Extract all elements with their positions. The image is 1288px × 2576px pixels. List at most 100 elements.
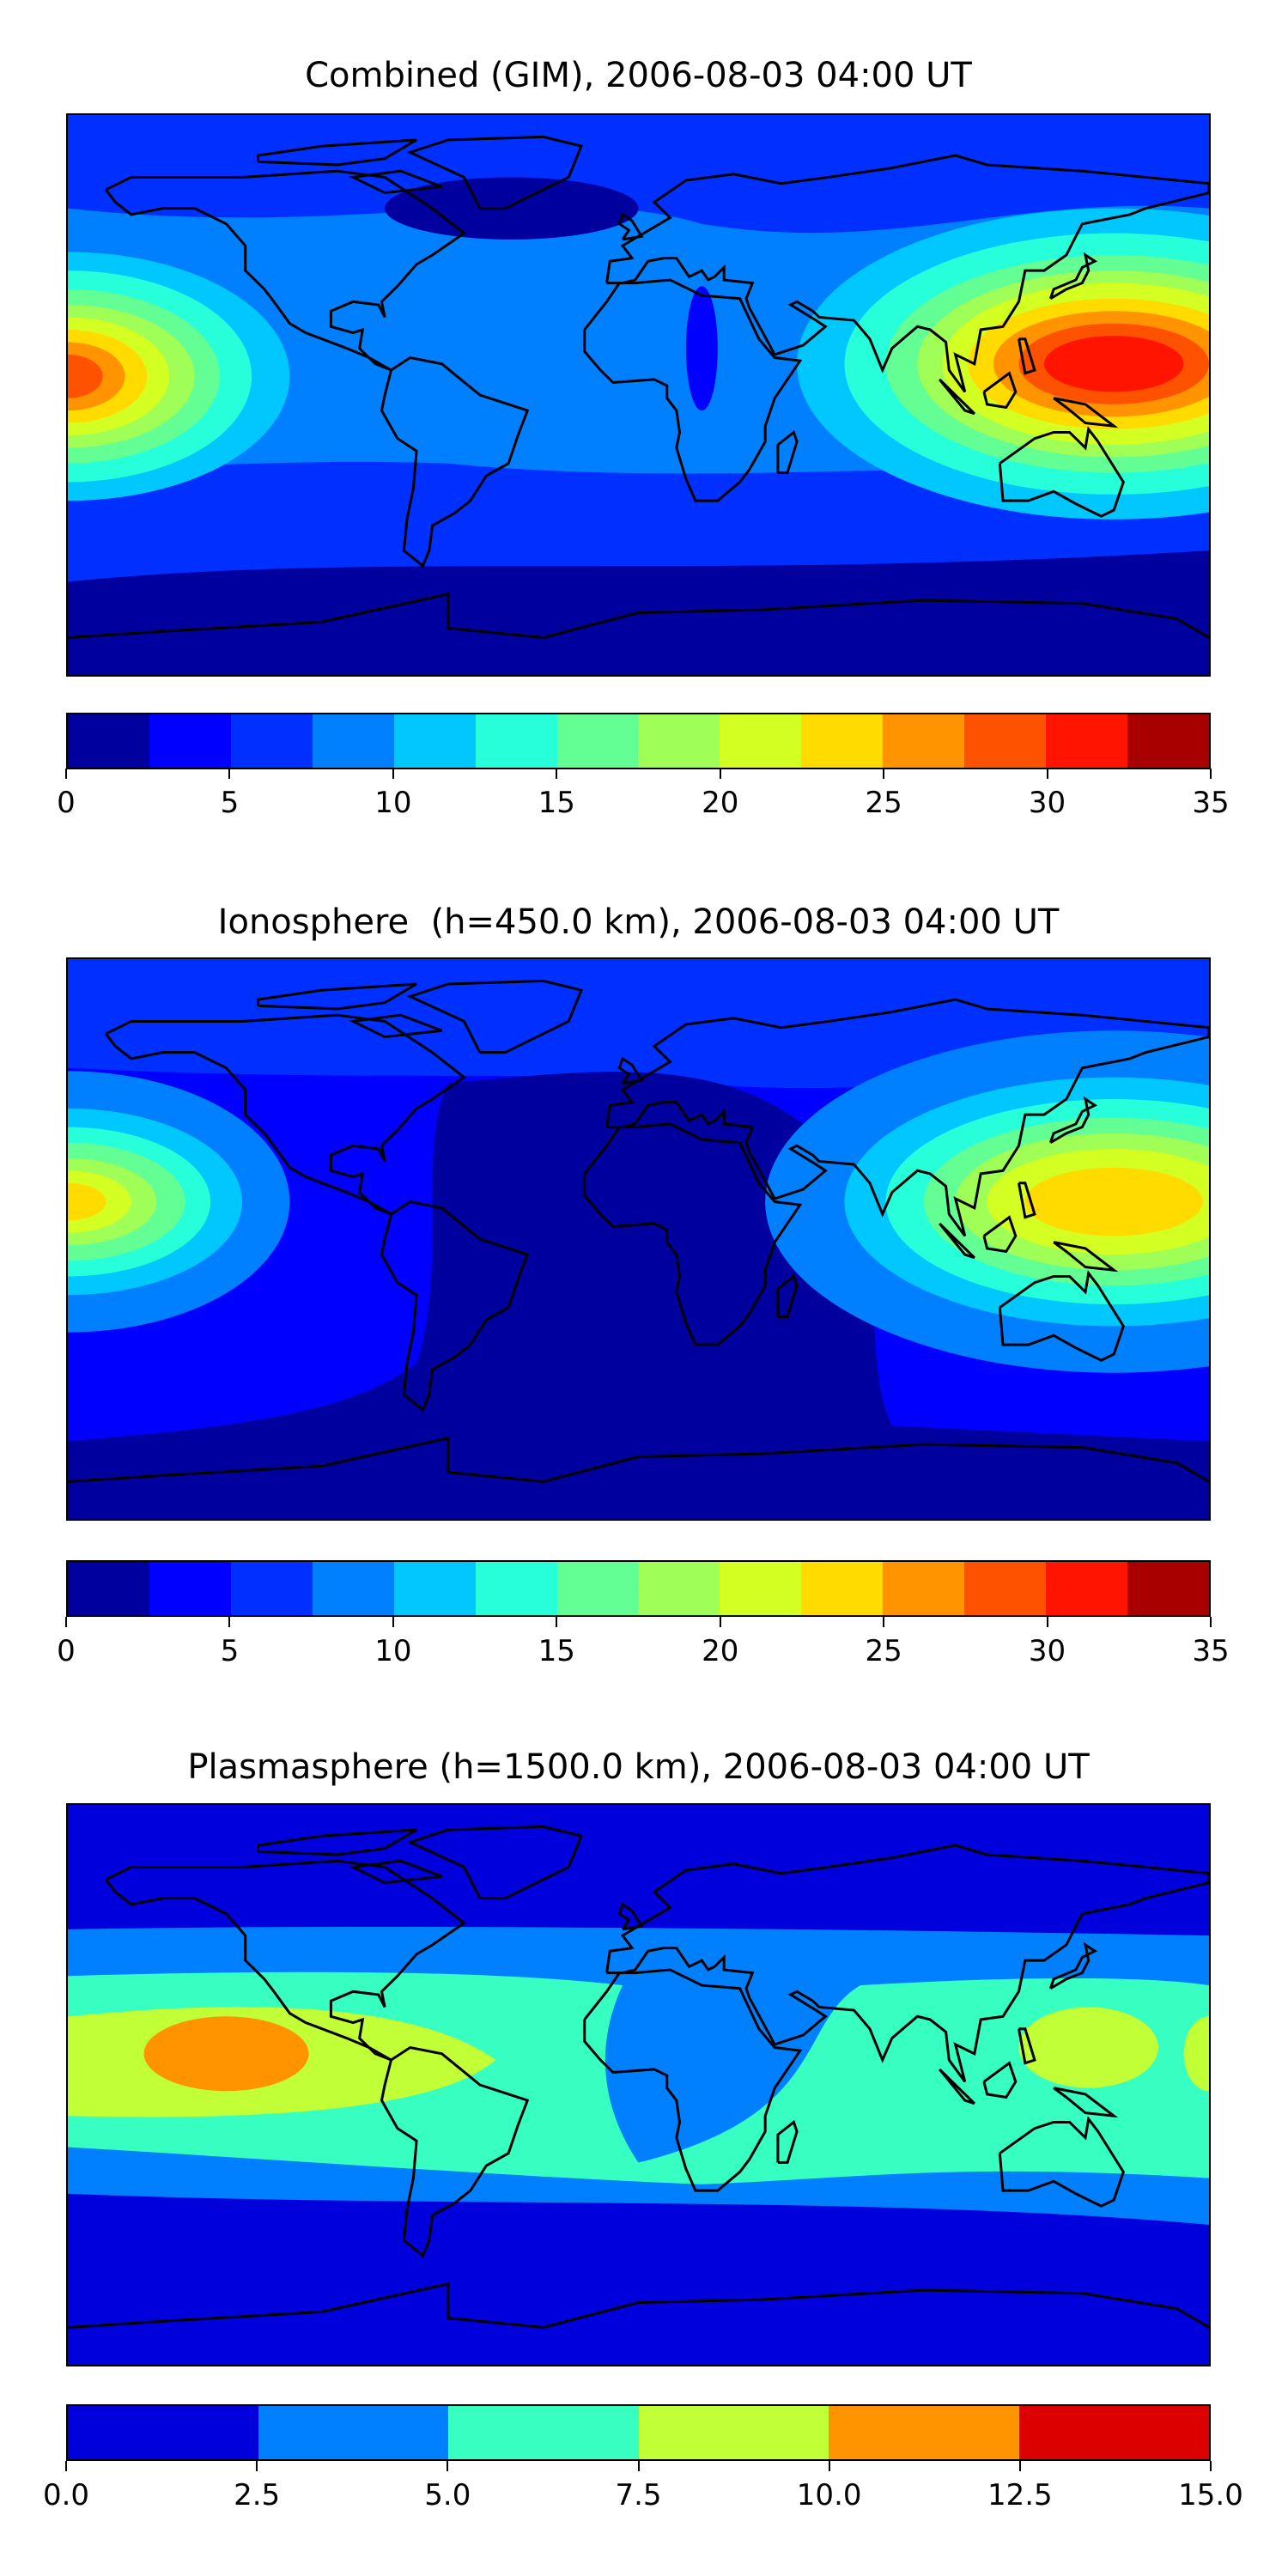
- colorbar-tick-mark: [228, 769, 231, 779]
- colorbar-segment: [149, 714, 231, 768]
- colorbar-segment: [312, 1562, 394, 1615]
- colorbar-tick-label: 15: [538, 1634, 575, 1668]
- map-title-combined: Combined (GIM), 2006-08-03 04:00 UT: [305, 56, 972, 95]
- field-level: [68, 1072, 1209, 1519]
- coastline: [381, 1202, 527, 1411]
- coastline: [778, 2122, 797, 2162]
- map-ionosphere-svg: [68, 959, 1209, 1519]
- coastline: [106, 171, 464, 370]
- colorbar-tick-label: 5.0: [424, 2478, 471, 2512]
- colorbar-tick-mark: [719, 1617, 721, 1627]
- field-maximum: [1044, 336, 1184, 392]
- colorbar-segment: [230, 714, 313, 768]
- colorbar-tick-label: 30: [1028, 1634, 1066, 1668]
- colorbar-tick-label: 0.0: [42, 2478, 90, 2512]
- coastline: [258, 140, 417, 165]
- colorbar-ticks-ionosphere: 0 5 10 15 20 25 30 35: [57, 1617, 1230, 1686]
- coastline: [1054, 1242, 1114, 1271]
- coastline: [353, 1015, 441, 1036]
- coastline: [381, 2048, 527, 2257]
- colorbar-segment: [475, 1562, 557, 1615]
- colorbar-segment: [1127, 1562, 1209, 1615]
- coastline: [585, 1970, 800, 2190]
- colorbar-tick-label: 20: [702, 786, 739, 820]
- coastline: [999, 429, 1123, 516]
- colorbar-tick-label: 0: [57, 786, 76, 820]
- colorbar-tick-label: 10: [374, 786, 412, 820]
- colorbar-tick-mark: [1046, 769, 1048, 779]
- coastline: [1050, 1945, 1095, 1989]
- coastline: [1019, 339, 1035, 374]
- coastline: [619, 1905, 641, 1929]
- colorbar-tick-mark: [256, 2461, 258, 2471]
- colorbar-ticks-combined: 0 5 10 15 20 25 30 35: [57, 769, 1230, 837]
- colorbar-segment: [393, 1562, 476, 1615]
- colorbar-tick-label: 0: [57, 1634, 76, 1668]
- coastline: [1054, 2088, 1114, 2117]
- colorbar-ticks-plasmasphere: 0.0 2.5 5.0 7.5 10.0 12.5 15.0: [43, 2461, 1243, 2530]
- colorbar-segment: [720, 714, 802, 768]
- colorbar-segment: [68, 714, 149, 768]
- colorbar-segment: [638, 1562, 720, 1615]
- coastline: [410, 981, 581, 1052]
- coastline: [984, 2063, 1016, 2098]
- coastline: [607, 1845, 1209, 2081]
- colorbar-tick-mark: [828, 2461, 830, 2471]
- coastline: [1019, 2029, 1035, 2063]
- colorbar-ionosphere: [66, 1560, 1211, 1617]
- colorbar-tick-label: 15: [538, 786, 575, 820]
- colorbar-tick-mark: [65, 1617, 67, 1627]
- coastline: [1054, 398, 1114, 427]
- colorbar-segment: [556, 1562, 639, 1615]
- colorbar-segment: [801, 1562, 884, 1615]
- colorbar-tick-label: 15.0: [1178, 2478, 1243, 2512]
- coastline: [258, 1830, 417, 1855]
- colorbar-segment: [1127, 714, 1209, 768]
- colorbar-segment: [475, 714, 557, 768]
- colorbar-segment: [1046, 1562, 1127, 1615]
- colorbar-segment: [1018, 2406, 1209, 2459]
- colorbar-segment: [230, 1562, 313, 1615]
- coastline: [939, 2069, 975, 2104]
- coastline: [1019, 1183, 1035, 1218]
- colorbar-tick-label: 20: [702, 1634, 739, 1668]
- colorbar-segment: [720, 1562, 802, 1615]
- coastline: [381, 358, 527, 567]
- coastline: [353, 1861, 441, 1882]
- coastline: [68, 2284, 1209, 2328]
- colorbar-tick-mark: [1018, 2461, 1021, 2471]
- colorbar-segment: [964, 1562, 1047, 1615]
- colorbar-segment: [448, 2406, 639, 2459]
- colorbar-tick-mark: [1046, 1617, 1048, 1627]
- field-level: [685, 286, 718, 411]
- coastline: [106, 1015, 464, 1214]
- colorbar-tick-label: 35: [1192, 1634, 1230, 1668]
- colorbar-tick-label: 25: [865, 1634, 902, 1668]
- map-plasmasphere-svg: [68, 1805, 1209, 2365]
- colorbar-segment: [883, 1562, 965, 1615]
- colorbar-tick-mark: [1210, 769, 1212, 779]
- colorbar-tick-label: 30: [1028, 786, 1066, 820]
- colorbar-tick-mark: [65, 2461, 67, 2471]
- map-title-plasmasphere: Plasmasphere (h=1500.0 km), 2006-08-03 0…: [187, 1747, 1090, 1787]
- map-combined: [66, 113, 1211, 677]
- coastline: [939, 380, 975, 414]
- colorbar-tick-mark: [1210, 1617, 1212, 1627]
- coastline: [585, 1124, 800, 1345]
- coastline: [939, 1224, 975, 1258]
- field-level: [1018, 2007, 1158, 2088]
- coastline: [607, 155, 1209, 392]
- coastline: [68, 594, 1209, 638]
- colorbar-tick-label: 12.5: [987, 2478, 1053, 2512]
- colorbar-tick-label: 2.5: [234, 2478, 281, 2512]
- colorbar-segment: [312, 714, 394, 768]
- coastline: [585, 280, 800, 501]
- coastline: [410, 1826, 581, 1898]
- coastline: [778, 1276, 797, 1316]
- colorbar-segment: [638, 2406, 829, 2459]
- colorbar-combined: [66, 713, 1211, 769]
- colorbar-plasmasphere: [66, 2404, 1211, 2461]
- colorbar-tick-label: 7.5: [615, 2478, 662, 2512]
- coastline: [607, 999, 1209, 1236]
- colorbar-segment: [1046, 714, 1127, 768]
